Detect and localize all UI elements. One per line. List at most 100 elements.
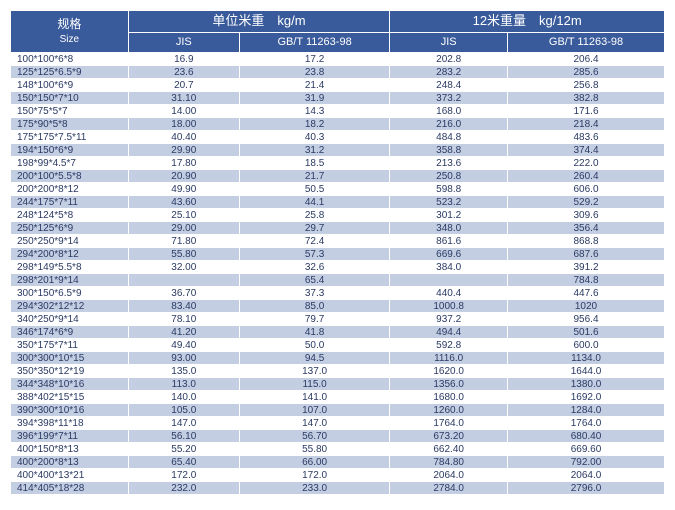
header-gbt-unit: GB/T 11263-98 (239, 33, 389, 53)
cell-jis_12m: 662.40 (390, 443, 508, 456)
cell-jis_12m: 937.2 (390, 313, 508, 326)
header-group-unit: 单位米重 kg/m (128, 11, 390, 33)
cell-gbt_12m: 1134.0 (508, 352, 665, 365)
cell-jis_unit: 49.40 (128, 339, 239, 352)
cell-size: 198*99*4.5*7 (11, 157, 129, 170)
cell-size: 300*300*10*15 (11, 352, 129, 365)
cell-gbt_unit: 94.5 (239, 352, 389, 365)
cell-size: 194*150*6*9 (11, 144, 129, 157)
cell-jis_12m: 1680.0 (390, 391, 508, 404)
cell-jis_unit: 36.70 (128, 287, 239, 300)
table-row: 350*350*12*19135.0137.01620.01644.0 (11, 365, 665, 378)
cell-jis_12m: 598.8 (390, 183, 508, 196)
cell-jis_12m: 1116.0 (390, 352, 508, 365)
cell-jis_unit: 83.40 (128, 300, 239, 313)
cell-size: 200*100*5.5*8 (11, 170, 129, 183)
cell-gbt_12m: 600.0 (508, 339, 665, 352)
cell-jis_unit: 140.0 (128, 391, 239, 404)
cell-jis_unit: 32.00 (128, 261, 239, 274)
cell-gbt_unit: 172.0 (239, 469, 389, 482)
cell-gbt_unit: 41.8 (239, 326, 389, 339)
table-row: 388*402*15*15140.0141.01680.01692.0 (11, 391, 665, 404)
cell-jis_unit: 16.9 (128, 53, 239, 66)
cell-gbt_unit: 18.2 (239, 118, 389, 131)
cell-jis_12m: 1000.8 (390, 300, 508, 313)
cell-jis_12m: 373.2 (390, 92, 508, 105)
cell-gbt_12m: 1380.0 (508, 378, 665, 391)
cell-jis_12m: 861.6 (390, 235, 508, 248)
table-row: 200*200*8*1249.9050.5598.8606.0 (11, 183, 665, 196)
cell-gbt_unit: 17.2 (239, 53, 389, 66)
cell-gbt_12m: 687.6 (508, 248, 665, 261)
cell-gbt_12m: 784.8 (508, 274, 665, 287)
cell-jis_unit: 43.60 (128, 196, 239, 209)
table-row: 175*175*7.5*1140.4040.3484.8483.6 (11, 131, 665, 144)
table-row: 250*250*9*1471.8072.4861.6868.8 (11, 235, 665, 248)
cell-jis_unit: 55.20 (128, 443, 239, 456)
cell-size: 175*175*7.5*11 (11, 131, 129, 144)
table-row: 390*300*10*16105.0107.01260.01284.0 (11, 404, 665, 417)
cell-gbt_12m: 356.4 (508, 222, 665, 235)
cell-gbt_12m: 374.4 (508, 144, 665, 157)
cell-jis_unit: 31.10 (128, 92, 239, 105)
cell-jis_12m: 484.8 (390, 131, 508, 144)
cell-size: 150*150*7*10 (11, 92, 129, 105)
cell-gbt_12m: 447.6 (508, 287, 665, 300)
cell-jis_unit: 25.10 (128, 209, 239, 222)
cell-gbt_unit: 85.0 (239, 300, 389, 313)
cell-size: 346*174*6*9 (11, 326, 129, 339)
cell-size: 390*300*10*16 (11, 404, 129, 417)
cell-gbt_unit: 32.6 (239, 261, 389, 274)
cell-jis_12m: 494.4 (390, 326, 508, 339)
table-row: 125*125*6.5*923.623.8283.2285.6 (11, 66, 665, 79)
cell-gbt_unit: 50.5 (239, 183, 389, 196)
cell-jis_12m: 213.6 (390, 157, 508, 170)
cell-jis_12m: 523.2 (390, 196, 508, 209)
header-size-sub: Size (11, 34, 128, 45)
cell-gbt_12m: 868.8 (508, 235, 665, 248)
cell-gbt_12m: 206.4 (508, 53, 665, 66)
table-row: 200*100*5.5*820.9021.7250.8260.4 (11, 170, 665, 183)
cell-size: 248*124*5*8 (11, 209, 129, 222)
cell-size: 350*175*7*11 (11, 339, 129, 352)
cell-size: 396*199*7*11 (11, 430, 129, 443)
cell-gbt_unit: 14.3 (239, 105, 389, 118)
cell-gbt_unit: 23.8 (239, 66, 389, 79)
header-jis-unit: JIS (128, 33, 239, 53)
header-gbt-12m: GB/T 11263-98 (508, 33, 665, 53)
cell-gbt_12m: 680.40 (508, 430, 665, 443)
cell-gbt_unit: 57.3 (239, 248, 389, 261)
cell-jis_unit: 29.00 (128, 222, 239, 235)
table-row: 150*150*7*1031.1031.9373.2382.8 (11, 92, 665, 105)
table-row: 300*300*10*1593.0094.51116.01134.0 (11, 352, 665, 365)
cell-size: 125*125*6.5*9 (11, 66, 129, 79)
cell-gbt_12m: 1020 (508, 300, 665, 313)
cell-jis_12m: 248.4 (390, 79, 508, 92)
cell-jis_unit: 23.6 (128, 66, 239, 79)
table-row: 198*99*4.5*717.8018.5213.6222.0 (11, 157, 665, 170)
cell-jis_unit: 78.10 (128, 313, 239, 326)
table-row: 394*398*11*18147.0147.01764.01764.0 (11, 417, 665, 430)
cell-gbt_12m: 1284.0 (508, 404, 665, 417)
cell-jis_unit: 105.0 (128, 404, 239, 417)
table-body: 100*100*6*816.917.2202.8206.4125*125*6.5… (11, 53, 665, 495)
cell-size: 400*200*8*13 (11, 456, 129, 469)
cell-size: 400*150*8*13 (11, 443, 129, 456)
cell-jis_unit: 93.00 (128, 352, 239, 365)
cell-jis_12m: 1764.0 (390, 417, 508, 430)
cell-jis_12m: 250.8 (390, 170, 508, 183)
cell-size: 294*302*12*12 (11, 300, 129, 313)
cell-gbt_unit: 21.7 (239, 170, 389, 183)
cell-gbt_unit: 79.7 (239, 313, 389, 326)
cell-gbt_12m: 256.8 (508, 79, 665, 92)
cell-gbt_unit: 50.0 (239, 339, 389, 352)
table-row: 400*200*8*1365.4066.00784.80792.00 (11, 456, 665, 469)
cell-gbt_12m: 1692.0 (508, 391, 665, 404)
table-row: 396*199*7*1156.1056.70673.20680.40 (11, 430, 665, 443)
table-row: 350*175*7*1149.4050.0592.8600.0 (11, 339, 665, 352)
cell-jis_12m: 592.8 (390, 339, 508, 352)
table-row: 340*250*9*1478.1079.7937.2956.4 (11, 313, 665, 326)
cell-jis_unit: 49.90 (128, 183, 239, 196)
header-group-12m: 12米重量 kg/12m (390, 11, 665, 33)
cell-jis_12m: 2064.0 (390, 469, 508, 482)
